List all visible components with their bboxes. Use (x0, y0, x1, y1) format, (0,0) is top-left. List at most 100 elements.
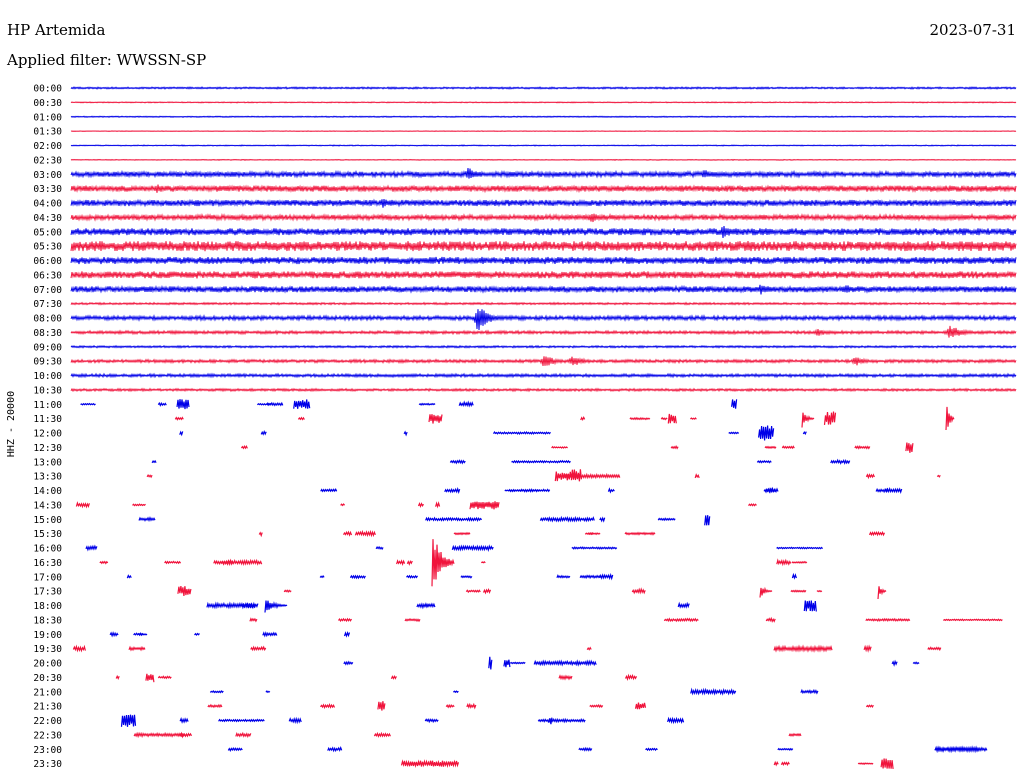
trace-burst (218, 718, 250, 723)
trace-burst (145, 673, 155, 683)
trace-line (70, 86, 1017, 90)
trace-burst (425, 516, 483, 523)
trace-burst (449, 459, 466, 465)
trace-burst (511, 459, 571, 464)
trace-burst (320, 702, 336, 710)
trace-burst (830, 458, 851, 465)
trace-burst (151, 459, 157, 464)
trace-burst (283, 589, 292, 594)
trace-burst (554, 471, 577, 482)
trace-burst (934, 745, 988, 753)
trace-burst (624, 531, 656, 536)
trace-burst (174, 416, 184, 421)
trace-burst (482, 587, 492, 595)
trace-burst (578, 746, 593, 752)
trace-burst (537, 717, 586, 724)
time-tick-label: 18:30 (33, 615, 62, 626)
trace-burst (728, 431, 740, 435)
trace-burst (539, 515, 595, 523)
trace-burst (176, 399, 190, 410)
trace-burst (109, 631, 119, 638)
trace-burst (209, 689, 224, 694)
trace-burst (146, 473, 153, 479)
trace-burst (178, 732, 193, 738)
trace-burst (75, 501, 90, 509)
trace-line (70, 301, 1017, 306)
trace-burst (424, 603, 430, 608)
trace-burst (667, 716, 685, 725)
trace-burst (689, 417, 697, 420)
trace-burst (465, 589, 481, 594)
trace-burst (763, 487, 779, 494)
trace-burst (634, 702, 647, 710)
trace-line (70, 101, 1017, 104)
trace-burst (327, 746, 343, 753)
trace-burst (586, 646, 592, 651)
trace-burst (645, 747, 658, 752)
event-burst (945, 406, 955, 431)
trace-burst (400, 759, 460, 769)
trace-burst (445, 703, 455, 709)
trace-line (70, 325, 1017, 338)
time-tick-label: 22:30 (33, 730, 62, 741)
event-burst (801, 412, 815, 428)
trace-burst (905, 442, 914, 453)
seismic-traces (70, 86, 1017, 393)
trace-burst (458, 400, 474, 408)
time-tick-label: 07:00 (33, 285, 62, 296)
time-tick-label: 05:00 (33, 227, 62, 238)
trace-burst (788, 732, 802, 738)
trace-burst (607, 487, 615, 494)
trace-burst (776, 546, 824, 550)
trace-burst (194, 632, 200, 637)
time-tick-label: 08:00 (33, 314, 62, 325)
time-tick-label: 05:30 (33, 242, 62, 253)
time-tick-labels: 00:00 00:30 01:00 01:30 02:00 02:30 03:00 03:30… (33, 84, 62, 771)
trace-burst (556, 574, 571, 579)
trace-burst (206, 601, 259, 610)
trace-burst (207, 703, 223, 709)
trace-burst (343, 660, 354, 666)
trace-burst (247, 718, 265, 723)
trace-burst (469, 501, 500, 510)
trace-burst (558, 674, 573, 681)
trace-burst (403, 430, 408, 437)
time-tick-label: 21:00 (33, 687, 62, 698)
large-event-burst (431, 539, 455, 587)
time-tick-label: 23:00 (33, 745, 62, 756)
trace-line (70, 270, 1017, 280)
time-tick-label: 02:00 (33, 141, 62, 152)
trace-line (70, 144, 1017, 147)
time-tick-label: 10:30 (33, 385, 62, 396)
trace-burst (293, 399, 311, 409)
time-tick-label: 16:00 (33, 544, 62, 555)
trace-burst (406, 559, 413, 566)
trace-line (70, 168, 1017, 179)
trace-burst (179, 717, 189, 724)
trace-burst (503, 659, 511, 668)
trace-burst (657, 517, 676, 522)
trace-burst (706, 689, 711, 696)
trace-burst (690, 687, 737, 696)
trace-burst (319, 574, 325, 579)
trace-burst (444, 486, 461, 495)
trace-burst (250, 645, 267, 652)
trace-burst (927, 646, 942, 652)
trace-burst (220, 559, 234, 566)
trace-burst (342, 530, 353, 537)
trace-burst (451, 544, 494, 552)
time-tick-label: 01:00 (33, 112, 62, 123)
trace-burst (790, 589, 807, 593)
time-tick-label: 07:30 (33, 299, 62, 310)
trace-burst (126, 574, 132, 579)
trace-burst (791, 572, 797, 580)
trace-burst (235, 731, 252, 738)
trace-burst (599, 516, 606, 523)
trace-burst (580, 416, 586, 421)
time-tick-label: 22:00 (33, 716, 62, 727)
trace-burst (773, 644, 833, 653)
trace-burst (320, 488, 338, 493)
trace-burst (765, 616, 776, 623)
time-tick-label: 10:00 (33, 371, 62, 382)
trace-burst (942, 618, 1003, 622)
